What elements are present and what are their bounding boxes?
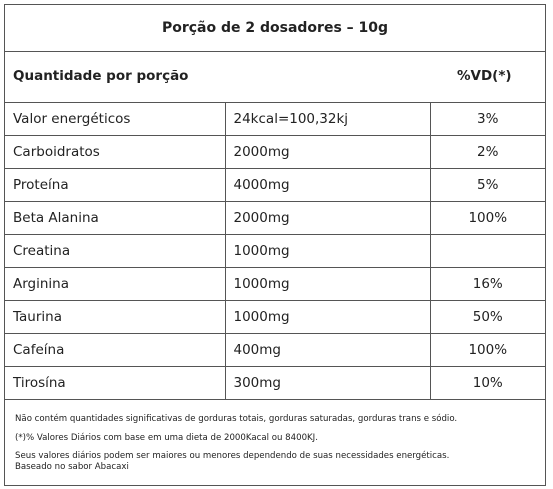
nutrient-rows: Valor energéticos 24kcal=100,32kj 3% Carboi…: [5, 103, 545, 400]
footnote: Baseado no sabor Abacaxi: [15, 462, 129, 473]
header-label: Quantidade por porção: [13, 68, 189, 84]
nutrient-name: Tirosína: [5, 366, 225, 400]
nutrient-vd: [429, 234, 545, 268]
nutrient-vd: 16%: [429, 267, 545, 301]
footnote: Seus valores diários podem ser maiores o…: [15, 451, 450, 462]
nutrient-amount: 400mg: [224, 333, 430, 367]
nutrient-row: Valor energéticos 24kcal=100,32kj 3%: [5, 103, 545, 136]
footnote: (*)% Valores Diários com base em uma die…: [15, 432, 318, 443]
table-title: Porção de 2 dosadores – 10g: [5, 5, 545, 52]
nutrient-name: Proteína: [5, 168, 225, 202]
nutrient-name: Arginina: [5, 267, 225, 301]
nutrient-row: Proteína 4000mg 5%: [5, 168, 545, 202]
nutrient-row: Tirosína 300mg 10%: [5, 366, 545, 400]
nutrient-amount: 300mg: [224, 366, 430, 400]
nutrient-row: Arginina 1000mg 16%: [5, 267, 545, 301]
nutrient-vd: 2%: [429, 135, 545, 169]
nutrient-row: Taurina 1000mg 50%: [5, 300, 545, 334]
nutrient-row: Carboidratos 2000mg 2%: [5, 135, 545, 169]
nutrient-name: Cafeína: [5, 333, 225, 367]
nutrient-amount: 4000mg: [224, 168, 430, 202]
nutrient-vd: 100%: [429, 333, 545, 367]
nutrient-vd: 3%: [429, 103, 545, 136]
footnote: Não contém quantidades significativas de…: [15, 414, 458, 424]
nutrient-name: Carboidratos: [5, 135, 225, 169]
nutrient-amount: 1000mg: [224, 300, 430, 334]
header-vd: %VD(*): [457, 68, 512, 84]
nutrient-amount: 1000mg: [224, 267, 430, 301]
nutrient-amount: 24kcal=100,32kj: [224, 103, 430, 136]
nutrient-name: Creatina: [5, 234, 225, 268]
nutrient-row: Cafeína 400mg 100%: [5, 333, 545, 367]
nutrient-vd: 10%: [429, 366, 545, 400]
table-header: Quantidade por porção %VD(*): [5, 52, 545, 103]
nutrient-amount: 2000mg: [224, 135, 430, 169]
nutrient-row: Beta Alanina 2000mg 100%: [5, 201, 545, 235]
nutrient-amount: 2000mg: [224, 201, 430, 235]
nutrient-name: Beta Alanina: [5, 201, 225, 235]
footnotes: Não contém quantidades significativas de…: [5, 400, 545, 473]
nutrient-vd: 5%: [429, 168, 545, 202]
nutrient-amount: 1000mg: [224, 234, 430, 268]
nutrient-row: Creatina 1000mg: [5, 234, 545, 268]
nutrient-name: Valor energéticos: [5, 103, 225, 136]
nutrient-vd: 50%: [429, 300, 545, 334]
nutrient-name: Taurina: [5, 300, 225, 334]
nutrition-table: Porção de 2 dosadores – 10g Quantidade p…: [4, 4, 546, 486]
nutrient-vd: 100%: [429, 201, 545, 235]
